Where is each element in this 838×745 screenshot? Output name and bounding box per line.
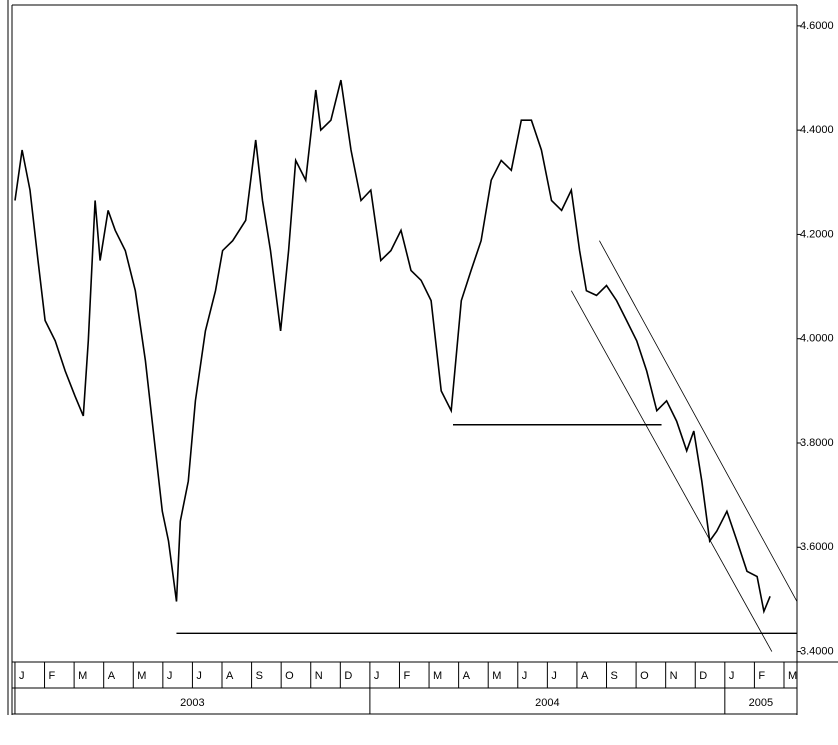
trend-line [570,290,773,652]
y-tick-label: 4.0000 [800,333,834,345]
y-tick-label: 4.6000 [800,20,834,32]
year-label: 2005 [749,697,773,709]
x-tick-label: M [137,670,146,682]
x-tick-label: N [670,670,678,682]
x-tick-label: M [433,670,442,682]
x-tick-label: M [492,670,501,682]
y-tick-label: 4.2000 [800,228,834,240]
x-tick-label: M [78,670,87,682]
x-tick-label: J [374,670,380,682]
x-tick-label: F [758,670,765,682]
x-tick-label: J [729,670,735,682]
x-tick-label: F [49,670,56,682]
x-tick-label: N [315,670,323,682]
x-tick-label: A [463,670,471,682]
trend-line [599,240,798,602]
y-tick-label: 3.8000 [800,437,834,449]
x-tick-label: O [640,670,649,682]
x-tick-label: A [226,670,234,682]
price-line [14,79,771,615]
x-tick-label: J [196,670,202,682]
x-tick-label: J [551,670,557,682]
x-tick-label: J [167,670,173,682]
year-label: 2003 [180,697,204,709]
y-tick-label: 4.4000 [800,124,834,136]
y-tick-label: 3.4000 [800,645,834,657]
x-tick-label: D [344,670,352,682]
x-tick-label: A [581,670,589,682]
x-tick-label: O [285,670,294,682]
x-tick-label: M [788,670,797,682]
x-tick-label: D [699,670,707,682]
x-tick-label: S [256,670,263,682]
x-tick-label: J [522,670,528,682]
x-tick-label: S [611,670,618,682]
y-tick-label: 3.6000 [800,541,834,553]
x-tick-label: F [403,670,410,682]
year-label: 2004 [535,697,559,709]
x-tick-label: J [19,670,25,682]
x-tick-label: A [108,670,116,682]
